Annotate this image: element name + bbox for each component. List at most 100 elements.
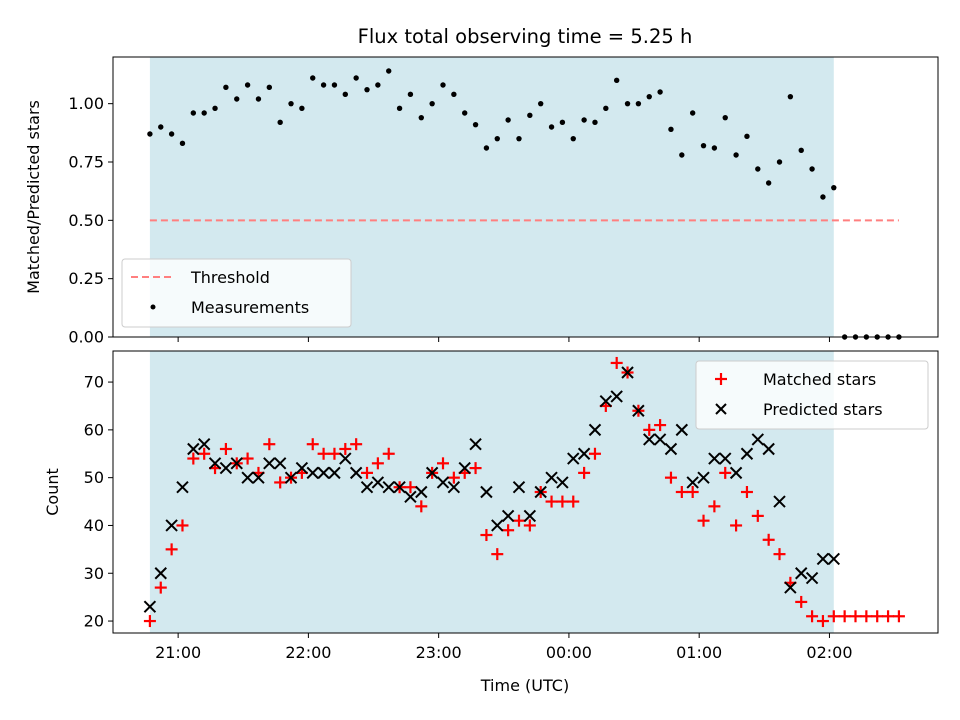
bottom-x-tick-label: 00:00 xyxy=(546,643,592,662)
matched-star-point xyxy=(317,447,330,460)
bottom-y-ticks: 20 30 40 50 60 70 xyxy=(84,373,113,631)
predicted-star-point xyxy=(795,567,808,580)
measurement-point xyxy=(440,82,446,88)
measurement-point xyxy=(234,96,240,102)
bottom-x-tick-label: 22:00 xyxy=(285,643,331,662)
measurement-point xyxy=(331,82,338,88)
measurement-point xyxy=(733,152,739,158)
measurement-point xyxy=(700,142,707,149)
top-y-tick-label: 0.75 xyxy=(68,153,104,172)
predicted-star-point xyxy=(534,485,547,499)
measurement-point xyxy=(451,91,457,98)
predicted-star-point xyxy=(469,437,482,451)
matched-star-point xyxy=(892,610,905,623)
matched-star-point xyxy=(469,462,482,475)
measurement-point xyxy=(364,86,370,93)
measurement-point xyxy=(310,75,316,81)
matched-star-point xyxy=(686,486,699,498)
predicted-star-point xyxy=(501,509,515,523)
matched-star-point xyxy=(838,610,851,623)
legend-threshold-label: Threshold xyxy=(190,268,270,287)
matched-star-point xyxy=(198,447,211,460)
predicted-star-point xyxy=(382,481,395,494)
measurement-point xyxy=(375,82,381,88)
matched-star-point xyxy=(350,438,363,451)
matched-star-point xyxy=(361,466,374,479)
predicted-star-point xyxy=(653,433,667,446)
predicted-star-point xyxy=(458,461,471,475)
measurement-point xyxy=(158,124,164,130)
predicted-star-point xyxy=(154,567,167,580)
measurement-point xyxy=(548,124,555,130)
measurement-point xyxy=(223,84,229,91)
measurement-point xyxy=(190,110,197,116)
bottom-legend: Matched stars Predicted stars xyxy=(695,360,929,430)
predicted-star-point xyxy=(176,481,189,494)
bottom-y-tick-label: 70 xyxy=(84,373,104,392)
matched-star-point xyxy=(263,438,276,451)
bottom-y-tick-label: 60 xyxy=(84,420,104,439)
predicted-star-point xyxy=(480,485,493,499)
predicted-star-point xyxy=(436,476,450,489)
predicted-star-point xyxy=(567,452,580,465)
predicted-star-point xyxy=(686,476,699,489)
measurement-point xyxy=(603,105,609,112)
measurement-point xyxy=(266,84,273,91)
predicted-star-point xyxy=(230,457,243,470)
matched-star-point xyxy=(371,457,384,470)
measurement-point xyxy=(462,110,468,116)
matched-star-point xyxy=(187,452,200,465)
matched-star-point xyxy=(480,529,493,542)
bottom-y-tick-label: 40 xyxy=(84,516,104,535)
matched-star-point xyxy=(806,610,819,623)
matched-star-point xyxy=(219,442,232,455)
predicted-star-point xyxy=(697,471,710,484)
count-panel: 20 30 40 50 60 70 21:00 22:00 23:00 00:00 01:00 02… xyxy=(43,350,939,695)
measurement-point xyxy=(483,145,490,151)
top-y-axis-label: Matched/Predicted stars xyxy=(24,100,43,294)
predicted-star-point xyxy=(415,485,428,499)
matched-star-point xyxy=(415,500,428,513)
predicted-star-point xyxy=(773,495,786,508)
predicted-star-point xyxy=(610,390,623,403)
measurement-point xyxy=(765,180,772,186)
matched-star-point xyxy=(578,466,591,479)
matched-star-point xyxy=(176,519,189,532)
measurement-point xyxy=(559,119,566,126)
predicted-star-point xyxy=(621,366,634,379)
predicted-star-point xyxy=(816,552,830,566)
bottom-x-tick-label: 23:00 xyxy=(416,643,462,662)
measurement-point xyxy=(646,93,652,100)
predicted-star-point xyxy=(729,466,743,480)
predicted-star-point xyxy=(339,452,352,465)
predicted-star-point xyxy=(404,490,417,503)
predicted-star-point xyxy=(349,466,363,480)
predicted-star-point xyxy=(143,600,157,613)
legend-matched-swatch xyxy=(715,373,727,385)
bottom-y-tick-label: 50 xyxy=(84,468,104,487)
matched-star-point xyxy=(860,610,873,623)
measurement-point xyxy=(755,166,761,172)
measurement-point xyxy=(581,117,587,123)
matched-star-point xyxy=(849,610,862,623)
matched-star-point xyxy=(654,419,667,432)
matched-star-point xyxy=(502,524,515,537)
matched-star-point xyxy=(719,466,732,479)
matched-star-point xyxy=(773,548,786,561)
bottom-y-tick-label: 30 xyxy=(84,564,104,583)
matched-star-point xyxy=(730,519,743,532)
predicted-star-point xyxy=(827,552,840,566)
predicted-star-point xyxy=(556,476,569,489)
measurement-point xyxy=(168,131,175,137)
matched-star-point xyxy=(154,581,167,594)
measurement-point xyxy=(679,152,685,158)
measurement-point xyxy=(353,75,359,81)
matched-star-point xyxy=(740,486,753,498)
top-y-tick-label: 1.00 xyxy=(68,94,104,113)
measurement-point xyxy=(201,110,207,116)
predicted-star-point xyxy=(425,466,439,480)
measurement-point xyxy=(516,135,522,142)
measurement-point xyxy=(396,105,403,112)
measurement-point xyxy=(635,100,642,107)
